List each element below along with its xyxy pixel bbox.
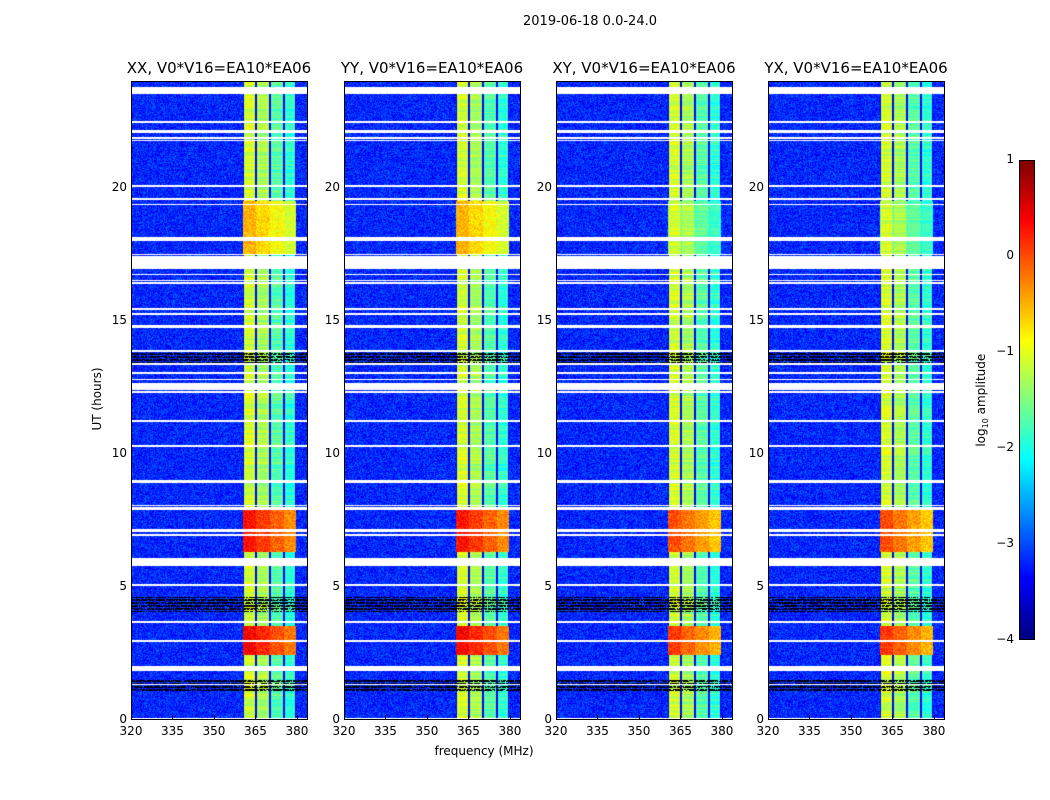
y-tick-label: 20 <box>324 179 340 194</box>
y-tick-label: 0 <box>756 712 764 726</box>
y-tick-label: 0 <box>119 712 127 726</box>
x-tick-label: 365 <box>244 724 267 738</box>
x-tick-mark <box>556 715 557 720</box>
x-tick-mark <box>385 715 387 720</box>
y-tick-label: 20 <box>748 179 764 194</box>
x-tick-label: 350 <box>415 724 439 738</box>
x-tick-mark <box>426 715 428 720</box>
y-tick-label: 10 <box>324 445 340 460</box>
x-tick-label: 365 <box>457 724 480 738</box>
panel-title: XY, V0*V16=EA10*EA06 <box>552 59 736 77</box>
colorbar-tick-label: −2 <box>996 440 1014 454</box>
colorbar-tick-label: −1 <box>996 344 1014 358</box>
x-axis-label: frequency (MHz) <box>434 744 534 758</box>
x-tick-label: 380 <box>710 724 734 738</box>
x-tick-label: 320 <box>756 724 780 738</box>
panel-title: YX, V0*V16=EA10*EA06 <box>764 59 948 77</box>
x-tick-label: 335 <box>161 724 184 738</box>
y-tick-label: 10 <box>111 445 127 460</box>
waterfall-heatmap <box>345 82 520 719</box>
x-tick-label: 320 <box>544 724 568 738</box>
figure-title: 2019-06-18 0.0-24.0 <box>523 14 657 29</box>
x-tick-mark <box>721 715 723 720</box>
y-tick-label: 5 <box>332 578 340 593</box>
x-tick-mark <box>344 715 345 720</box>
colorbar <box>1019 160 1035 640</box>
y-tick-label: 10 <box>536 445 552 460</box>
x-tick-label: 350 <box>839 724 863 738</box>
colorbar-tick-label: 1 <box>1006 152 1014 166</box>
x-tick-mark <box>892 715 894 720</box>
y-tick-label: 15 <box>536 312 552 327</box>
x-tick-label: 335 <box>374 724 397 738</box>
x-tick-mark <box>933 715 935 720</box>
y-tick-label: 5 <box>119 578 127 593</box>
y-tick-label: 15 <box>111 312 127 327</box>
colorbar-tick-label: −4 <box>996 632 1014 646</box>
y-axis-label: UT (hours) <box>90 367 104 431</box>
waterfall-heatmap <box>769 82 944 719</box>
x-tick-mark <box>768 715 769 720</box>
y-tick-label: 15 <box>748 312 764 327</box>
waterfall-heatmap <box>557 82 732 719</box>
x-tick-label: 365 <box>669 724 692 738</box>
waterfall-panel-4 <box>768 81 945 720</box>
colorbar-tick-label: 0 <box>1006 248 1014 262</box>
x-tick-label: 320 <box>332 724 356 738</box>
x-tick-mark <box>131 715 132 720</box>
x-tick-label: 350 <box>627 724 651 738</box>
waterfall-panel-3 <box>556 81 733 720</box>
x-tick-label: 380 <box>922 724 946 738</box>
x-tick-label: 335 <box>586 724 609 738</box>
y-tick-label: 15 <box>324 312 340 327</box>
waterfall-heatmap <box>132 82 307 719</box>
x-tick-label: 320 <box>119 724 143 738</box>
x-tick-mark <box>509 715 511 720</box>
y-tick-label: 10 <box>748 445 764 460</box>
y-tick-label: 20 <box>111 179 127 194</box>
waterfall-panel-2 <box>344 81 521 720</box>
x-tick-mark <box>296 715 298 720</box>
x-tick-label: 335 <box>798 724 821 738</box>
y-tick-label: 20 <box>536 179 552 194</box>
x-tick-mark <box>255 715 257 720</box>
y-tick-label: 0 <box>332 712 340 726</box>
y-tick-label: 0 <box>544 712 552 726</box>
x-tick-label: 365 <box>881 724 904 738</box>
x-tick-mark <box>468 715 470 720</box>
y-tick-label: 5 <box>544 578 552 593</box>
x-tick-mark <box>850 715 852 720</box>
panel-title: XX, V0*V16=EA10*EA06 <box>126 59 312 77</box>
x-tick-mark <box>809 715 811 720</box>
x-tick-label: 380 <box>285 724 309 738</box>
x-tick-mark <box>680 715 682 720</box>
colorbar-tick-label: −3 <box>996 536 1014 550</box>
x-tick-mark <box>597 715 599 720</box>
x-tick-label: 350 <box>202 724 226 738</box>
x-tick-label: 380 <box>498 724 522 738</box>
panel-title: YY, V0*V16=EA10*EA06 <box>340 59 524 77</box>
y-tick-label: 5 <box>756 578 764 593</box>
x-tick-mark <box>638 715 640 720</box>
waterfall-panel-1 <box>131 81 308 720</box>
x-tick-mark <box>172 715 174 720</box>
colorbar-label: log10 amplitude <box>973 353 991 447</box>
x-tick-mark <box>213 715 215 720</box>
